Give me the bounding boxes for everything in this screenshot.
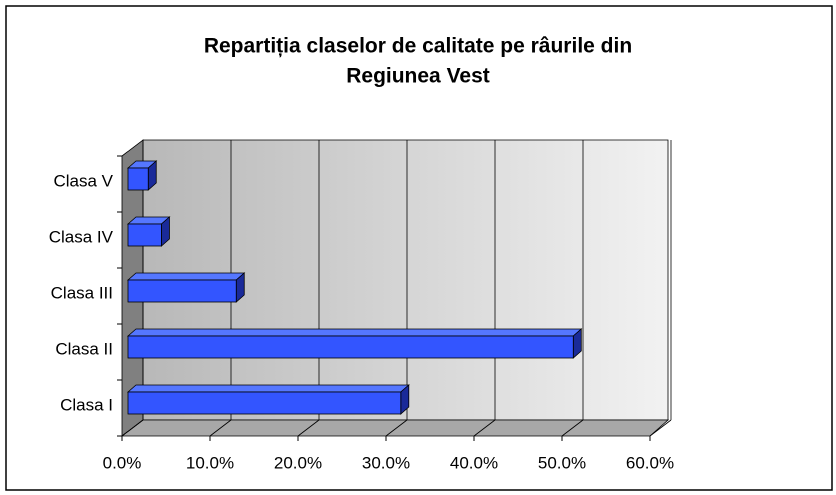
x-tick-label: 50.0% <box>538 453 586 472</box>
chart-title: Repartiția claselor de calitate pe râuri… <box>204 35 632 58</box>
grid-line <box>209 419 232 437</box>
chart-title: Regiunea Vest <box>346 65 490 88</box>
grid-line <box>649 419 672 437</box>
x-tick-label: 20.0% <box>274 453 322 472</box>
y-tick-label: Clasa II <box>55 339 113 358</box>
bar <box>127 223 162 247</box>
x-tick-label: 30.0% <box>362 453 410 472</box>
bar <box>127 279 237 303</box>
y-tick-label: Clasa I <box>60 395 113 414</box>
floor <box>120 419 670 437</box>
x-tick-label: 60.0% <box>626 453 674 472</box>
grid-line <box>473 419 496 437</box>
bar-top <box>126 272 246 281</box>
y-tick-label: Clasa V <box>53 171 113 190</box>
grid-line <box>385 419 408 437</box>
bar <box>127 391 402 415</box>
bar <box>127 167 149 191</box>
bar-top <box>126 328 583 337</box>
x-tick-label: 0.0% <box>103 453 142 472</box>
y-tick-label: Clasa IV <box>49 227 114 246</box>
grid-line <box>121 419 144 437</box>
bar-top <box>126 384 410 393</box>
bar <box>127 335 574 359</box>
grid-line <box>297 419 320 437</box>
grid-line <box>561 419 584 437</box>
y-tick-label: Clasa III <box>51 283 113 302</box>
x-tick-label: 10.0% <box>186 453 234 472</box>
x-tick-label: 40.0% <box>450 453 498 472</box>
